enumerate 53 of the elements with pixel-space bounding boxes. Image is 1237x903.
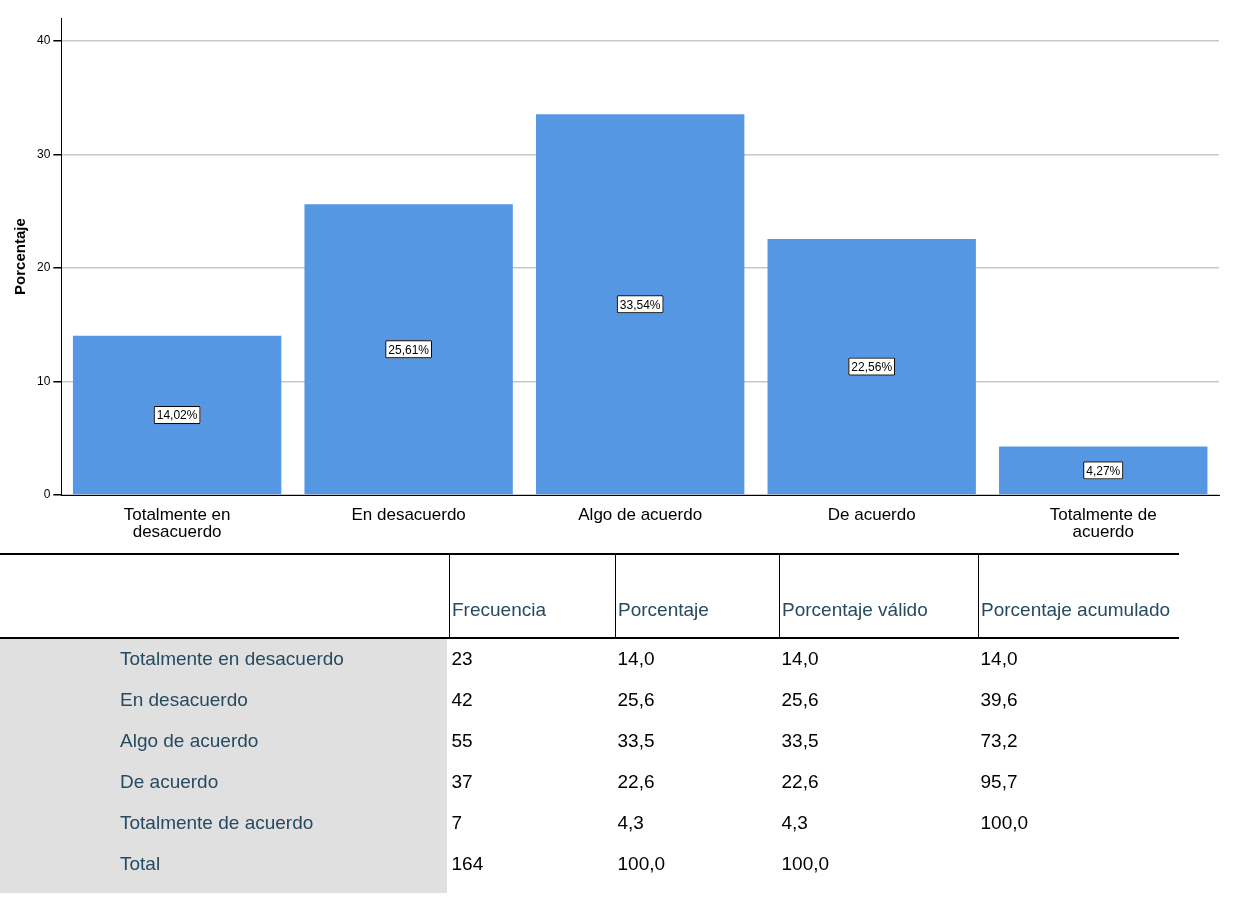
data-label: 100,0 bbox=[780, 851, 831, 876]
data-label: 4,3 bbox=[780, 810, 809, 835]
y-tick-label: 30 bbox=[36, 146, 51, 161]
data-label: 7 bbox=[450, 810, 464, 835]
data-label: 4,27% bbox=[1086, 463, 1121, 478]
y-tick-label: Totalmente de acuerdo bbox=[119, 810, 315, 835]
data-label: 39,6 bbox=[979, 687, 1019, 712]
data-label: 4,3 bbox=[616, 810, 645, 835]
data-label: 25,61% bbox=[388, 342, 430, 357]
data-label: 95,7 bbox=[979, 769, 1019, 794]
bar bbox=[304, 204, 513, 495]
x-tick-label: En desacuerdo bbox=[351, 505, 466, 525]
data-label: 55 bbox=[450, 728, 474, 753]
data-label: 22,56% bbox=[851, 359, 893, 374]
x-tick-label: Porcentaje acumulado bbox=[978, 554, 1179, 638]
bar bbox=[999, 446, 1208, 495]
data-label: 22,6 bbox=[616, 769, 656, 794]
x-tick-label: Porcentaje válido bbox=[779, 554, 979, 638]
data-label: 100,0 bbox=[979, 810, 1030, 835]
data-label: 14,02% bbox=[156, 408, 198, 423]
y-tick-label: Total bbox=[119, 851, 162, 876]
bar bbox=[767, 238, 976, 495]
data-label: 37 bbox=[450, 769, 474, 794]
y-tick-label: De acuerdo bbox=[119, 769, 220, 794]
data-label: 164 bbox=[450, 851, 485, 876]
x-tick-label: De acuerdo bbox=[827, 505, 916, 525]
y-tick-label: 20 bbox=[36, 260, 51, 275]
data-label: 33,5 bbox=[780, 728, 820, 753]
y-tick-label: En desacuerdo bbox=[119, 687, 249, 712]
y-tick-label: Totalmente en desacuerdo bbox=[119, 647, 345, 671]
x-tick-label: Totalmente de acuerdo bbox=[1049, 505, 1157, 542]
y-tick-label: 10 bbox=[36, 373, 51, 388]
x-tick-label: Algo de acuerdo bbox=[578, 505, 703, 525]
data-label: 22,6 bbox=[780, 769, 820, 794]
data-label: 33,5 bbox=[616, 728, 656, 753]
data-label: 100,0 bbox=[616, 851, 667, 876]
y-axis-title: Porcentaje bbox=[11, 218, 29, 295]
x-tick-label: Frecuencia bbox=[449, 554, 616, 638]
data-label: 73,2 bbox=[979, 728, 1019, 753]
x-tick-label: Porcentaje bbox=[615, 554, 780, 638]
bar bbox=[72, 335, 282, 495]
data-label: 14,0 bbox=[616, 647, 656, 671]
y-tick-label: 0 bbox=[43, 487, 51, 502]
bar bbox=[535, 114, 745, 495]
data-label: 25,6 bbox=[616, 687, 656, 712]
data-label: 14,0 bbox=[780, 647, 820, 671]
y-tick-label: 40 bbox=[36, 33, 51, 48]
data-label: 33,54% bbox=[619, 297, 661, 312]
data-label: 25,6 bbox=[780, 687, 820, 712]
data-label: 42 bbox=[450, 687, 474, 712]
data-label: 23 bbox=[450, 647, 474, 671]
y-tick-label: Algo de acuerdo bbox=[119, 728, 260, 753]
data-label: 14,0 bbox=[979, 647, 1019, 671]
